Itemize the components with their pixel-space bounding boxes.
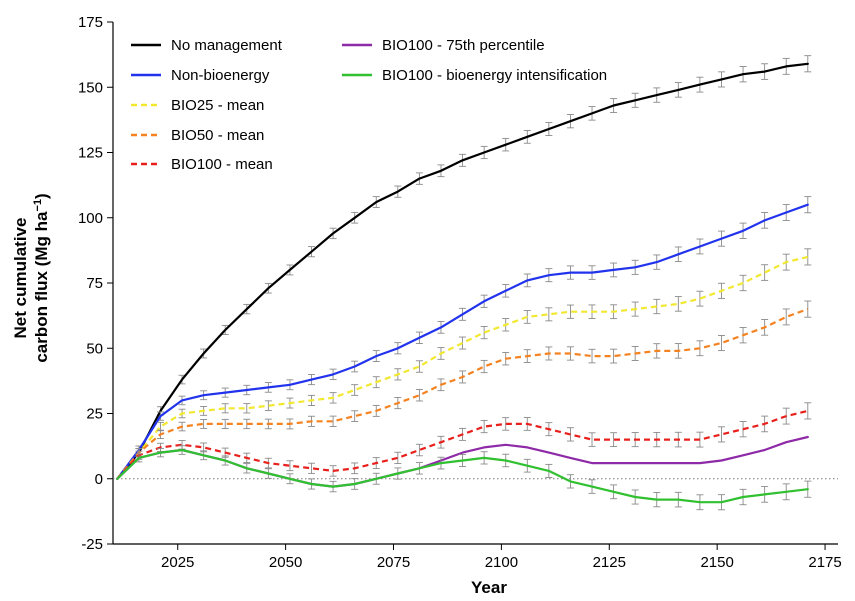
error-bar xyxy=(674,296,682,312)
error-bar xyxy=(415,360,423,373)
legend-item: Non-bioenergy xyxy=(131,67,270,84)
x-tick-label: 2025 xyxy=(161,554,194,571)
error-bar xyxy=(717,335,725,352)
y-tick-label: 175 xyxy=(78,14,103,31)
x-tick-label: 2175 xyxy=(808,554,841,571)
error-bar xyxy=(717,426,725,443)
legend-label: BIO50 - mean xyxy=(171,127,264,144)
error-bar xyxy=(588,348,596,364)
error-bar xyxy=(782,308,790,326)
x-axis-title: Year xyxy=(471,578,507,597)
y-tick-label: -25 xyxy=(81,536,103,553)
error-bar xyxy=(221,418,229,429)
legend-item: No management xyxy=(131,37,283,54)
legend-item: BIO100 - 75th percentile xyxy=(342,37,545,54)
error-bar xyxy=(221,403,229,414)
y-axis-title-superscript: −1 xyxy=(32,199,44,212)
y-axis-title-main: carbon flux (Mg ha xyxy=(32,211,51,363)
error-bar xyxy=(415,443,423,457)
legend-label: BIO25 - mean xyxy=(171,97,264,114)
x-tick-label: 2125 xyxy=(593,554,626,571)
y-tick-label: 0 xyxy=(95,471,103,488)
y-axis-title-line1: Net cumulative xyxy=(11,218,30,339)
error-bar xyxy=(329,415,337,427)
y-tick-label: 100 xyxy=(78,210,103,227)
error-bar xyxy=(264,400,272,411)
y-tick-label: 125 xyxy=(78,145,103,162)
series-0 xyxy=(116,55,812,480)
legend-item: BIO25 - mean xyxy=(131,97,264,114)
error-bar xyxy=(566,304,574,319)
series-line xyxy=(116,409,809,480)
axes: -25 0 25 50 75 100 125 150 175 2025 2050 2075 2100 21… xyxy=(78,14,842,571)
x-tick-label: 2100 xyxy=(485,554,518,571)
x-tick-label: 2075 xyxy=(377,554,410,571)
series-line xyxy=(116,308,809,480)
error-bar xyxy=(351,410,359,422)
series-6 xyxy=(116,445,812,511)
error-bar xyxy=(480,359,488,374)
y-tick-label: 75 xyxy=(86,275,103,292)
error-bar xyxy=(243,403,251,414)
error-bar xyxy=(480,419,488,434)
error-bar xyxy=(588,432,596,447)
error-bar xyxy=(480,326,488,340)
error-bar xyxy=(761,264,769,281)
error-bar xyxy=(804,402,812,420)
error-bar xyxy=(545,307,553,322)
error-bar xyxy=(610,348,618,364)
legend-label: BIO100 - bioenergy intensification xyxy=(382,67,607,84)
error-bar xyxy=(696,290,704,307)
error-bar xyxy=(351,384,359,396)
legend-label: Non-bioenergy xyxy=(171,67,270,84)
legend-label: BIO100 - mean xyxy=(171,156,273,173)
series-4 xyxy=(116,402,812,480)
error-bar xyxy=(502,417,510,431)
y-tick-label: 50 xyxy=(86,340,103,357)
series-line xyxy=(116,448,809,504)
y-tick-label: 150 xyxy=(78,79,103,96)
series-line xyxy=(116,62,809,480)
legend-label: No management xyxy=(171,37,283,54)
series-2 xyxy=(116,248,812,480)
series-line xyxy=(116,203,809,480)
error-bar xyxy=(286,460,294,472)
series-group xyxy=(116,55,812,511)
legend-item: BIO100 - bioenergy intensification xyxy=(342,67,607,84)
x-tick-label: 2050 xyxy=(269,554,302,571)
error-bar xyxy=(610,432,618,447)
y-tick-label: 25 xyxy=(86,406,103,423)
legend-label: BIO100 - 75th percentile xyxy=(382,37,545,54)
legend-item: BIO50 - mean xyxy=(131,127,264,144)
error-bar xyxy=(308,462,316,474)
series-line xyxy=(116,255,809,480)
error-bar xyxy=(415,389,423,402)
legend: No management Non-bioenergy BIO25 - mean BI… xyxy=(131,37,607,173)
legend-item: BIO100 - mean xyxy=(131,156,273,173)
series-3 xyxy=(116,300,812,480)
error-bar xyxy=(394,451,402,464)
y-axis-title-close: ) xyxy=(32,193,51,199)
series-1 xyxy=(116,196,812,480)
y-axis-title-line2: carbon flux (Mg ha−1) xyxy=(32,193,51,362)
x-tick-label: 2150 xyxy=(700,554,733,571)
error-bar xyxy=(200,419,208,429)
